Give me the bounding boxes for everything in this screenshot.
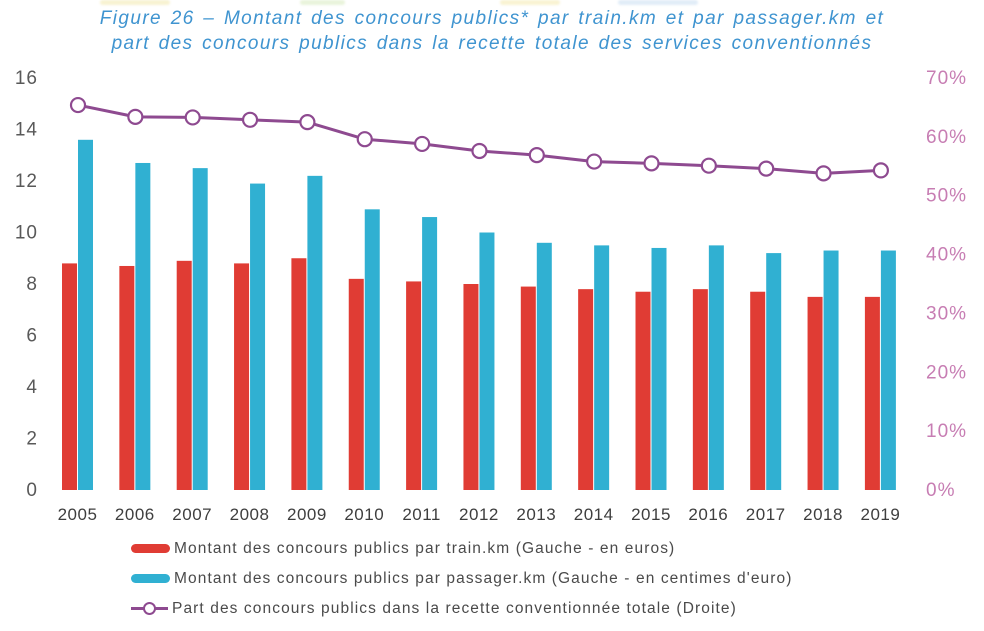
legend-swatch-line-marker-icon [131, 602, 168, 615]
left-axis-tick: 8 [26, 274, 38, 295]
scan-artifact [500, 0, 560, 5]
left-axis-tick: 2 [26, 429, 38, 450]
x-axis-label: 2006 [115, 505, 155, 524]
x-axis-label: 2012 [459, 505, 499, 524]
scan-artifact [100, 0, 170, 5]
bar-train-km-2016 [692, 289, 708, 490]
bar-passager-km-2018 [823, 250, 839, 490]
legend-swatch-red [131, 544, 170, 553]
bar-train-km-2008 [234, 263, 250, 490]
line-marker-2015 [643, 155, 660, 172]
scan-artifact [618, 0, 698, 5]
bar-train-km-2013 [520, 286, 536, 490]
bar-train-km-2010 [348, 278, 364, 490]
line-marker-2016 [700, 157, 717, 174]
x-axis-label: 2019 [860, 505, 900, 524]
x-axis-label: 2009 [287, 505, 327, 524]
x-axis-label: 2014 [574, 505, 614, 524]
bar-passager-km-2008 [250, 183, 266, 490]
x-axis-label: 2015 [631, 505, 671, 524]
legend-item-passager-km: Montant des concours publics par passage… [131, 568, 793, 589]
right-axis-tick: 0% [926, 480, 955, 501]
legend: Montant des concours publics par train.k… [131, 538, 793, 619]
figure-title: Figure 26 – Montant des concours publics… [0, 6, 984, 56]
scan-artifact [300, 0, 345, 5]
bar-train-km-2005 [62, 263, 77, 490]
bar-train-km-2009 [291, 258, 307, 490]
right-axis-tick: 50% [926, 186, 967, 207]
bar-train-km-2015 [635, 291, 651, 490]
left-axis-tick: 4 [26, 377, 38, 398]
x-axis-label: 2018 [803, 505, 843, 524]
line-marker-2018 [815, 165, 832, 182]
line-marker-2006 [127, 108, 144, 125]
left-axis-tick: 16 [15, 68, 38, 89]
left-axis-tick: 6 [26, 326, 38, 347]
bar-train-km-2018 [807, 296, 823, 490]
bar-passager-km-2014 [594, 245, 610, 490]
right-axis-tick: 30% [926, 303, 967, 324]
bar-passager-km-2019 [880, 250, 896, 490]
x-axis-label: 2005 [58, 505, 98, 524]
line-marker-2010 [356, 131, 373, 148]
x-axis-label: 2011 [402, 505, 441, 524]
left-axis-tick: 10 [15, 223, 38, 244]
x-axis-label: 2013 [516, 505, 556, 524]
bar-train-km-2006 [119, 265, 135, 490]
right-axis-tick: 40% [926, 245, 967, 266]
bar-train-km-2017 [750, 291, 766, 490]
legend-swatch-blue [131, 574, 170, 583]
line-marker-2007 [184, 109, 201, 126]
right-axis-tick: 70% [926, 68, 967, 89]
line-marker-2008 [241, 111, 259, 128]
line-marker-2012 [471, 142, 488, 160]
bar-passager-km-2007 [192, 168, 208, 490]
x-axis-label: 2010 [344, 505, 384, 524]
bar-passager-km-2016 [708, 245, 724, 490]
bar-train-km-2014 [578, 289, 594, 490]
x-axis-label: 2008 [230, 505, 270, 524]
line-marker-2013 [528, 147, 545, 164]
bar-train-km-2012 [463, 284, 479, 490]
bar-passager-km-2010 [364, 209, 380, 490]
line-marker-2009 [299, 114, 316, 131]
bar-passager-km-2009 [307, 175, 323, 490]
bar-passager-km-2012 [479, 232, 495, 490]
line-marker-2019 [872, 162, 890, 179]
bar-passager-km-2017 [766, 253, 782, 490]
line-marker-2017 [758, 160, 775, 177]
x-axis-label: 2007 [172, 505, 212, 524]
bar-train-km-2019 [864, 296, 880, 490]
right-axis-tick: 20% [926, 362, 967, 383]
line-marker-2011 [414, 135, 431, 153]
bar-passager-km-2011 [422, 217, 438, 491]
legend-label-passager-km: Montant des concours publics par passage… [174, 569, 793, 587]
bar-train-km-2011 [406, 281, 422, 490]
legend-label-train-km: Montant des concours publics par train.k… [174, 539, 676, 557]
x-axis-label: 2017 [746, 505, 786, 524]
right-axis-tick: 60% [926, 127, 967, 148]
bar-train-km-2007 [176, 260, 192, 490]
bar-passager-km-2015 [651, 247, 667, 490]
bar-passager-km-2005 [78, 139, 93, 491]
figure-title-line1: Figure 26 – Montant des concours publics… [99, 8, 885, 29]
legend-item-train-km: Montant des concours publics par train.k… [131, 538, 793, 559]
right-axis-tick: 10% [926, 421, 967, 442]
left-axis-tick: 14 [15, 120, 38, 141]
x-axis-label: 2016 [688, 505, 728, 524]
figure-title-line2: part des concours publics dans la recett… [111, 33, 873, 54]
left-axis-tick: 0 [26, 480, 38, 501]
legend-item-part-recette: Part des concours publics dans la recett… [131, 598, 793, 619]
bar-passager-km-2013 [536, 242, 552, 490]
line-marker-2014 [586, 153, 603, 170]
legend-label-part-recette: Part des concours publics dans la recett… [172, 599, 737, 617]
bar-passager-km-2006 [135, 162, 151, 490]
left-axis-tick: 12 [15, 171, 38, 192]
line-marker-2005 [69, 96, 87, 114]
